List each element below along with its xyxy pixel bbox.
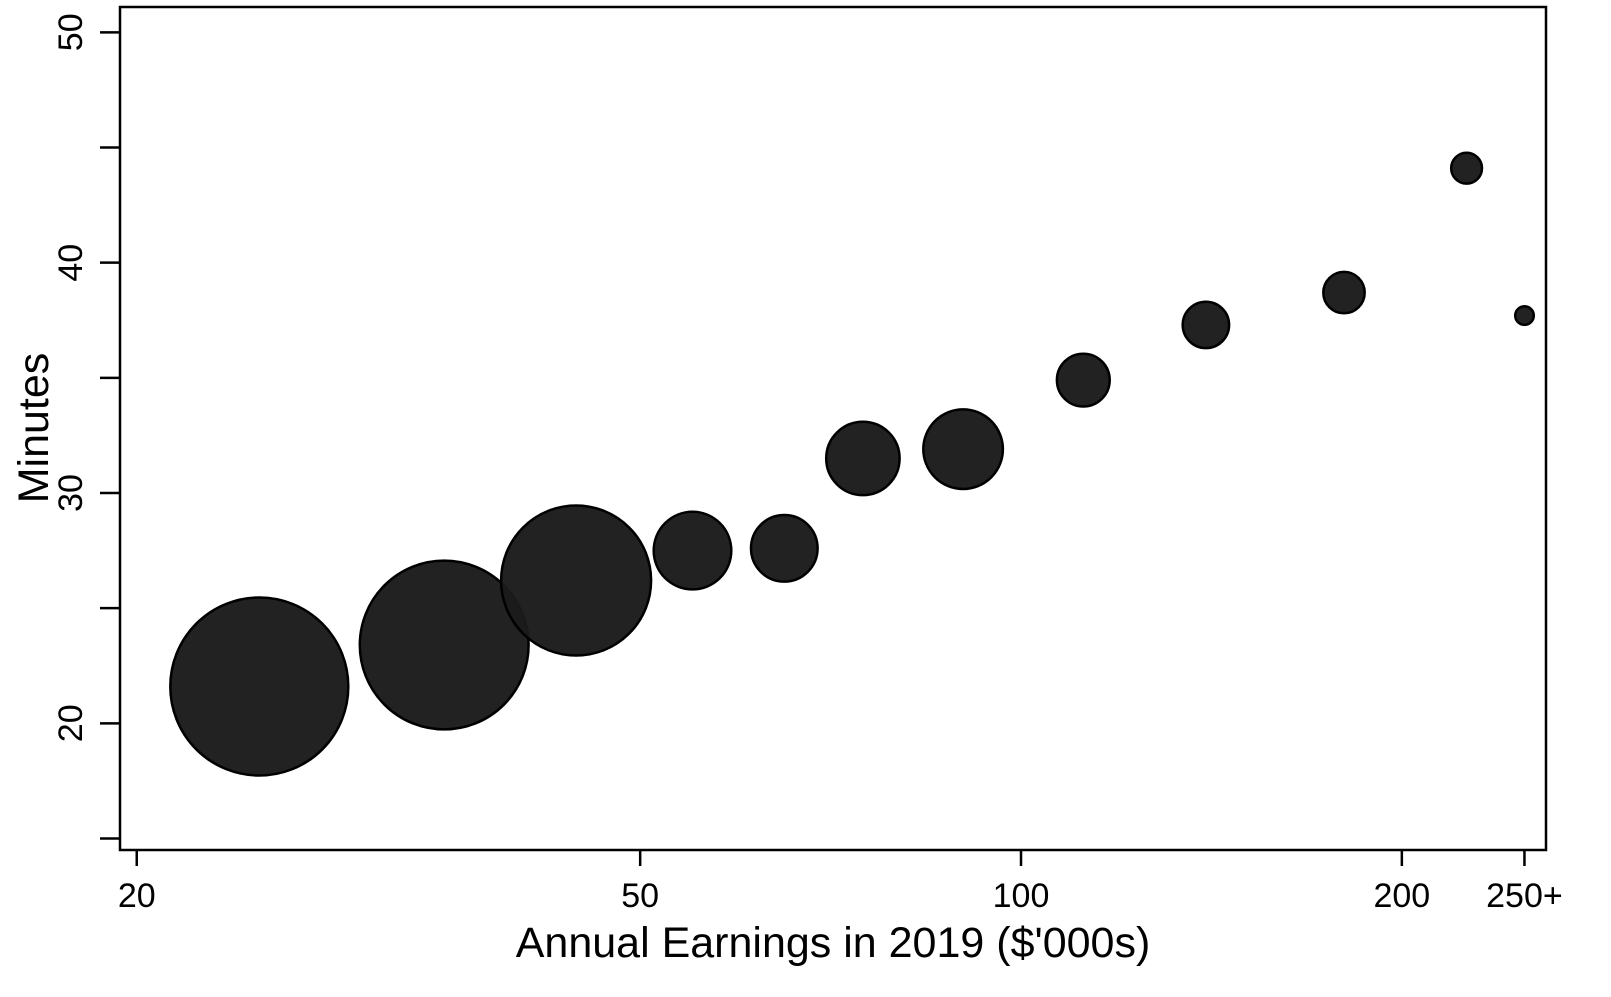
bubble-marker-12 bbox=[1513, 305, 1536, 327]
x-axis-title: Annual Earnings in 2019 ($'000s) bbox=[516, 919, 1151, 967]
x-tick-label-100: 100 bbox=[993, 877, 1050, 915]
bubble-marker-4 bbox=[652, 510, 733, 591]
bubble-marker-8 bbox=[1055, 352, 1111, 408]
bubble-marker-9 bbox=[1181, 300, 1231, 350]
data-markers bbox=[169, 151, 1536, 777]
plot-frame bbox=[118, 5, 1548, 852]
y-axis-ticks: 20 30 40 50 bbox=[52, 13, 120, 840]
x-axis-ticks: 20 50 100 200 250+ bbox=[118, 850, 1563, 915]
bubble-marker-10 bbox=[1322, 270, 1366, 315]
bubble-marker-1 bbox=[169, 596, 350, 777]
y-tick-label-30: 30 bbox=[52, 474, 90, 512]
bubble-marker-7 bbox=[922, 408, 1005, 491]
y-tick-label-50: 50 bbox=[52, 13, 90, 51]
x-tick-label-250: 250+ bbox=[1486, 877, 1563, 915]
bubble-marker-5 bbox=[749, 513, 819, 583]
y-tick-label-20: 20 bbox=[52, 704, 90, 742]
bubble-marker-6 bbox=[824, 420, 901, 497]
y-tick-label-40: 40 bbox=[52, 244, 90, 282]
x-tick-label-50: 50 bbox=[621, 877, 659, 915]
x-tick-label-200: 200 bbox=[1373, 877, 1430, 915]
x-tick-label-20: 20 bbox=[118, 877, 156, 915]
bubble-marker-11 bbox=[1449, 151, 1484, 185]
bubble-marker-3 bbox=[499, 504, 653, 657]
y-axis-title: Minutes bbox=[10, 353, 58, 504]
bubble-marker-2 bbox=[358, 559, 530, 731]
